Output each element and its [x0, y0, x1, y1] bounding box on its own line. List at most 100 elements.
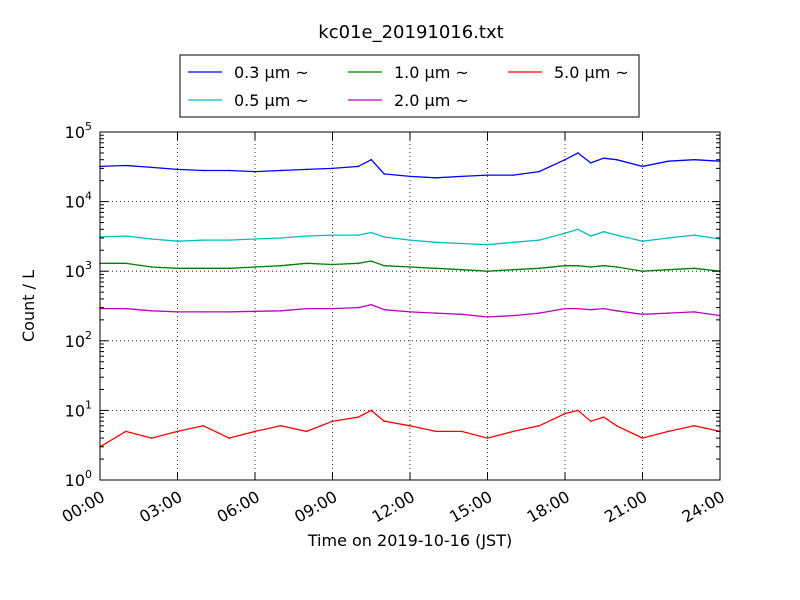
data-point: [590, 266, 592, 268]
data-point: [383, 264, 385, 267]
data-point: [538, 170, 540, 173]
chart-title: kc01e_20191016.txt: [318, 22, 503, 43]
data-point: [383, 420, 385, 422]
y-tick-label: 102: [65, 329, 92, 351]
data-point: [667, 237, 670, 239]
data-point: [150, 437, 153, 439]
data-point: [615, 234, 618, 236]
legend-item: 1.0 μm ~: [348, 63, 469, 82]
data-point: [435, 241, 437, 244]
data-point: [150, 266, 153, 268]
data-point: [693, 267, 695, 270]
data-point: [176, 267, 179, 270]
legend-label: 2.0 μm ~: [394, 91, 469, 110]
data-point: [486, 316, 489, 318]
series-3: [99, 260, 721, 273]
data-point: [409, 239, 411, 241]
data-point: [370, 158, 373, 161]
y-axis: 100 101 102 103 104 105: [65, 120, 720, 490]
data-point: [486, 243, 489, 246]
legend-box: [179, 54, 640, 118]
series-1: [99, 152, 721, 179]
data-point: [331, 263, 334, 266]
data-point: [577, 409, 579, 412]
data-point: [409, 266, 411, 268]
data-point: [693, 311, 695, 313]
data-point: [460, 242, 463, 245]
data-point: [577, 264, 579, 267]
data-point: [370, 409, 373, 412]
x-tick-label: 06:00: [214, 487, 263, 527]
legend-label: 0.3 μm ~: [234, 63, 309, 82]
data-point: [667, 430, 670, 433]
legend-label: 1.0 μm ~: [394, 63, 469, 82]
data-point: [254, 238, 256, 240]
x-tick-label: 18:00: [524, 487, 573, 527]
series-5: [99, 409, 721, 448]
data-point: [383, 308, 385, 311]
data-point: [486, 174, 489, 176]
data-point: [615, 266, 618, 268]
data-point: [641, 270, 644, 273]
data-point: [512, 241, 515, 244]
data-point: [357, 416, 360, 418]
data-point: [370, 303, 373, 306]
legend-item: 0.5 μm ~: [188, 91, 309, 110]
data-point: [331, 234, 334, 236]
data-point: [512, 314, 515, 317]
data-point: [357, 306, 360, 309]
data-point: [331, 420, 334, 422]
y-axis-label: Count / L: [19, 270, 38, 342]
data-point: [305, 235, 308, 237]
x-tick-label: 24:00: [679, 487, 728, 527]
data-point: [228, 267, 230, 270]
data-point: [150, 309, 153, 312]
series-2: [99, 228, 721, 246]
x-tick-label: 09:00: [291, 487, 340, 527]
data-point: [615, 309, 618, 312]
x-tick-label: 21:00: [601, 487, 650, 527]
data-point: [512, 174, 515, 176]
data-point: [125, 307, 127, 310]
data-point: [370, 260, 373, 262]
data-point: [125, 235, 127, 237]
data-point: [577, 228, 579, 231]
series-line: [99, 409, 721, 448]
data-point: [254, 430, 256, 433]
data-point: [331, 167, 334, 170]
legend-item: 5.0 μm ~: [508, 63, 629, 82]
x-tick-label: 00:00: [59, 487, 108, 527]
data-point: [641, 165, 644, 168]
data-point: [693, 158, 695, 161]
data-point: [176, 430, 179, 433]
series-4: [99, 303, 721, 318]
data-point: [602, 230, 605, 233]
legend: 0.3 μm ~ 0.5 μm ~ 1.0 μm ~ 2.0 μm ~ 5.0 μm ~: [179, 54, 640, 118]
data-point: [280, 264, 282, 267]
data-point: [538, 425, 540, 427]
data-point: [228, 169, 230, 172]
data-point: [150, 166, 153, 169]
data-point: [564, 158, 566, 161]
data-point: [435, 430, 437, 433]
data-point: [512, 430, 515, 433]
data-point: [125, 262, 127, 265]
x-axis-label: Time on 2019-10-16 (JST): [307, 531, 512, 550]
data-point: [590, 235, 592, 237]
data-point: [590, 162, 592, 164]
data-point: [150, 238, 153, 240]
data-point: [228, 239, 230, 241]
data-point: [176, 240, 179, 242]
series-line: [100, 304, 721, 318]
data-point: [254, 310, 256, 313]
data-point: [254, 266, 256, 268]
legend-item: 2.0 μm ~: [348, 91, 469, 110]
data-point: [538, 312, 540, 314]
data-point: [254, 170, 256, 173]
data-point: [383, 236, 385, 238]
data-point: [590, 308, 592, 311]
data-point: [305, 168, 308, 171]
data-point: [602, 264, 605, 267]
data-point: [486, 270, 489, 273]
data-point: [305, 430, 308, 433]
